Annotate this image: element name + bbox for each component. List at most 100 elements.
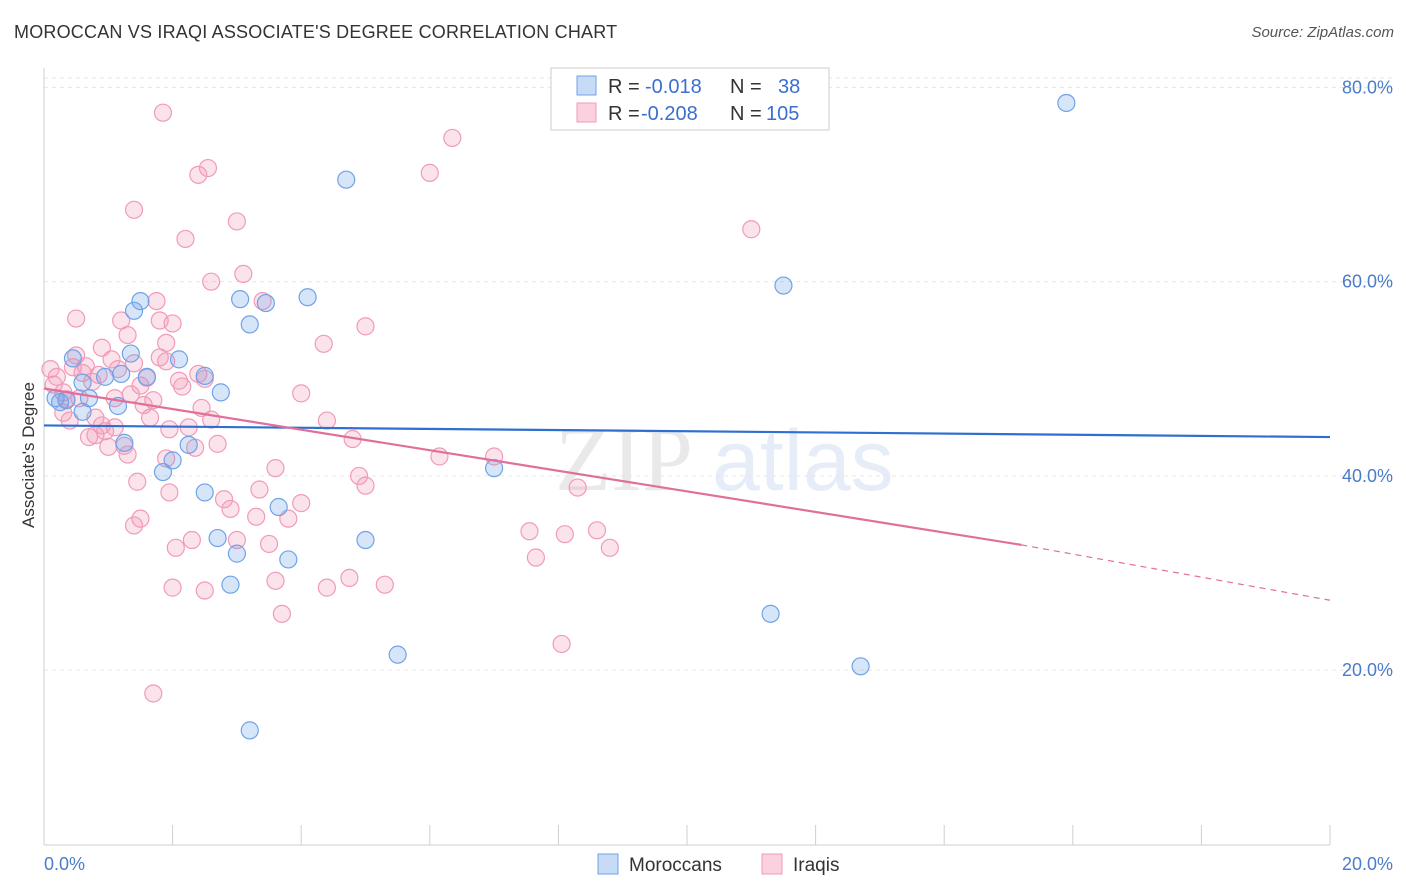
iraqi-point xyxy=(272,604,292,623)
iraqi-point xyxy=(131,509,150,528)
y-tick-label: 80.0% xyxy=(1342,77,1393,97)
iraqi-point xyxy=(79,427,99,447)
moroccan-point xyxy=(337,170,356,189)
moroccan-point xyxy=(279,550,298,569)
iraqi-point xyxy=(587,521,607,540)
moroccan-point xyxy=(63,349,83,368)
iraqi-point xyxy=(266,459,285,478)
moroccan-point xyxy=(112,364,131,384)
iraqi-point xyxy=(118,445,137,464)
iraqi-point xyxy=(147,292,166,311)
iraqi-point xyxy=(420,163,439,182)
iraqi-point xyxy=(102,350,121,369)
iraqi-point xyxy=(227,530,246,550)
iraqi-point xyxy=(157,449,176,468)
y-tick-label: 40.0% xyxy=(1342,466,1393,486)
iraqi-point xyxy=(173,377,192,396)
iraqi-point xyxy=(259,534,279,554)
iraqi-point xyxy=(266,571,285,590)
iraqi-point xyxy=(520,522,539,541)
iraqi-point xyxy=(227,212,246,231)
iraqi-point xyxy=(166,538,185,557)
series-moroccans-points xyxy=(46,93,1076,740)
iraqi-point xyxy=(317,411,337,430)
moroccan-point xyxy=(115,433,134,453)
iraqi-point xyxy=(118,325,137,345)
iraqi-point xyxy=(314,334,333,353)
bottom-legend-swatch-moroccans xyxy=(597,853,619,875)
legend-n-label-moroccans: N = xyxy=(730,76,762,98)
iraqi-point xyxy=(292,494,311,513)
iraqi-point xyxy=(340,568,359,588)
moroccan-point xyxy=(231,290,250,309)
svg-text:atlas: atlas xyxy=(712,413,894,509)
iraqi-point xyxy=(128,472,147,491)
moroccan-point xyxy=(169,350,189,369)
iraqi-point xyxy=(526,548,545,567)
iraqi-point xyxy=(105,418,124,437)
x-tick-label: 20.0% xyxy=(1342,854,1393,874)
moroccan-point xyxy=(57,391,76,410)
iraqi-point xyxy=(292,384,311,403)
moroccan-point xyxy=(153,462,173,482)
moroccan-point xyxy=(79,389,99,408)
y-axis-label: Associate's Degree xyxy=(19,382,38,528)
bottom-legend-label-iraqis: Iraqis xyxy=(793,855,839,876)
iraqi-point xyxy=(198,158,218,178)
iraqi-point xyxy=(214,490,234,509)
legend-n-label-iraqis: N = xyxy=(730,103,762,125)
moroccan-point xyxy=(256,293,275,313)
moroccan-point xyxy=(195,366,214,385)
iraqi-point xyxy=(568,478,587,497)
iraqi-point xyxy=(742,220,761,239)
iraqi-point xyxy=(124,200,144,219)
moroccan-point xyxy=(240,315,259,334)
iraqi-point xyxy=(317,578,337,597)
moroccan-point xyxy=(761,604,780,623)
legend-swatch-moroccans xyxy=(576,75,597,96)
trend-line-iraqis xyxy=(43,387,1022,546)
iraqi-point xyxy=(234,264,253,284)
correlation-legend: R = -0.018 N = 38 R = -0.208 N = 105 xyxy=(550,67,830,131)
series-legend: Moroccans Iraqis xyxy=(597,853,839,876)
source-label: Source: ZipAtlas.com xyxy=(1251,24,1394,41)
legend-r-value-iraqis: -0.208 xyxy=(641,103,698,125)
iraqi-point xyxy=(208,434,227,453)
iraqi-point xyxy=(356,317,375,336)
moroccan-point xyxy=(851,657,870,676)
iraqi-point xyxy=(221,499,240,519)
iraqi-point xyxy=(169,371,189,390)
trend-lines xyxy=(43,387,1331,601)
moroccan-point xyxy=(179,435,198,454)
moroccan-point xyxy=(221,575,240,594)
iraqi-point xyxy=(182,530,201,550)
legend-r-label-moroccans: R = xyxy=(608,76,640,98)
moroccan-point xyxy=(240,721,259,740)
iraqi-point xyxy=(202,272,221,291)
iraqi-point xyxy=(195,581,214,600)
watermark: ZIP atlas xyxy=(555,408,894,510)
moroccan-point xyxy=(50,393,70,412)
moroccan-point xyxy=(137,367,156,386)
x-tick-label: 0.0% xyxy=(44,854,85,874)
iraqi-point xyxy=(253,292,272,311)
iraqi-point xyxy=(124,516,144,535)
svg-text:ZIP: ZIP xyxy=(555,408,693,510)
iraqi-point xyxy=(150,311,169,330)
moroccan-point xyxy=(163,451,182,470)
iraqi-point xyxy=(144,684,163,703)
series-iraqis-points xyxy=(41,103,761,703)
iraqi-point xyxy=(247,507,266,526)
legend-n-value-moroccans: 38 xyxy=(778,76,800,98)
moroccan-point xyxy=(211,383,230,402)
iraqi-point xyxy=(160,420,179,439)
moroccan-point xyxy=(121,344,140,363)
legend-swatch-iraqis xyxy=(576,102,597,123)
trend-line-iraqis-extension xyxy=(1021,544,1331,601)
chart-title: MOROCCAN VS IRAQI ASSOCIATE'S DEGREE COR… xyxy=(14,22,618,42)
moroccan-point xyxy=(95,367,115,386)
iraqi-point xyxy=(140,408,160,427)
iraqi-point xyxy=(552,634,571,654)
iraqi-point xyxy=(375,575,394,594)
legend-r-label-iraqis: R = xyxy=(608,103,640,125)
